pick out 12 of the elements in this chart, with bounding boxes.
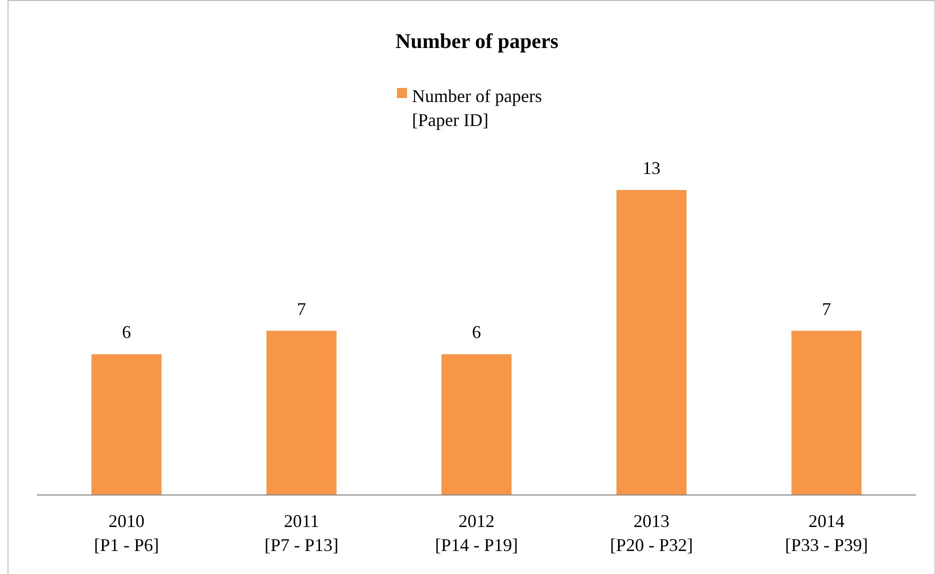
data-label: 6	[472, 322, 481, 342]
chart-title: Number of papers	[396, 29, 558, 53]
x-tick-label: 2012 [P14 - P19]	[434, 511, 518, 555]
legend-label: Number of papers [Paper ID]	[412, 86, 542, 130]
x-tick-label: 2013 [P20 - P32]	[610, 511, 694, 555]
data-label: 7	[822, 298, 831, 319]
x-tick-label: 2011 [P7 - P13]	[264, 511, 339, 555]
x-tick-label: 2014 [P33 - P39]	[784, 511, 868, 555]
data-label: 6	[122, 322, 131, 342]
data-label: 13	[642, 158, 660, 178]
data-label: 7	[297, 298, 306, 319]
x-tick-label: 2010 [P1 - P6]	[94, 511, 160, 555]
